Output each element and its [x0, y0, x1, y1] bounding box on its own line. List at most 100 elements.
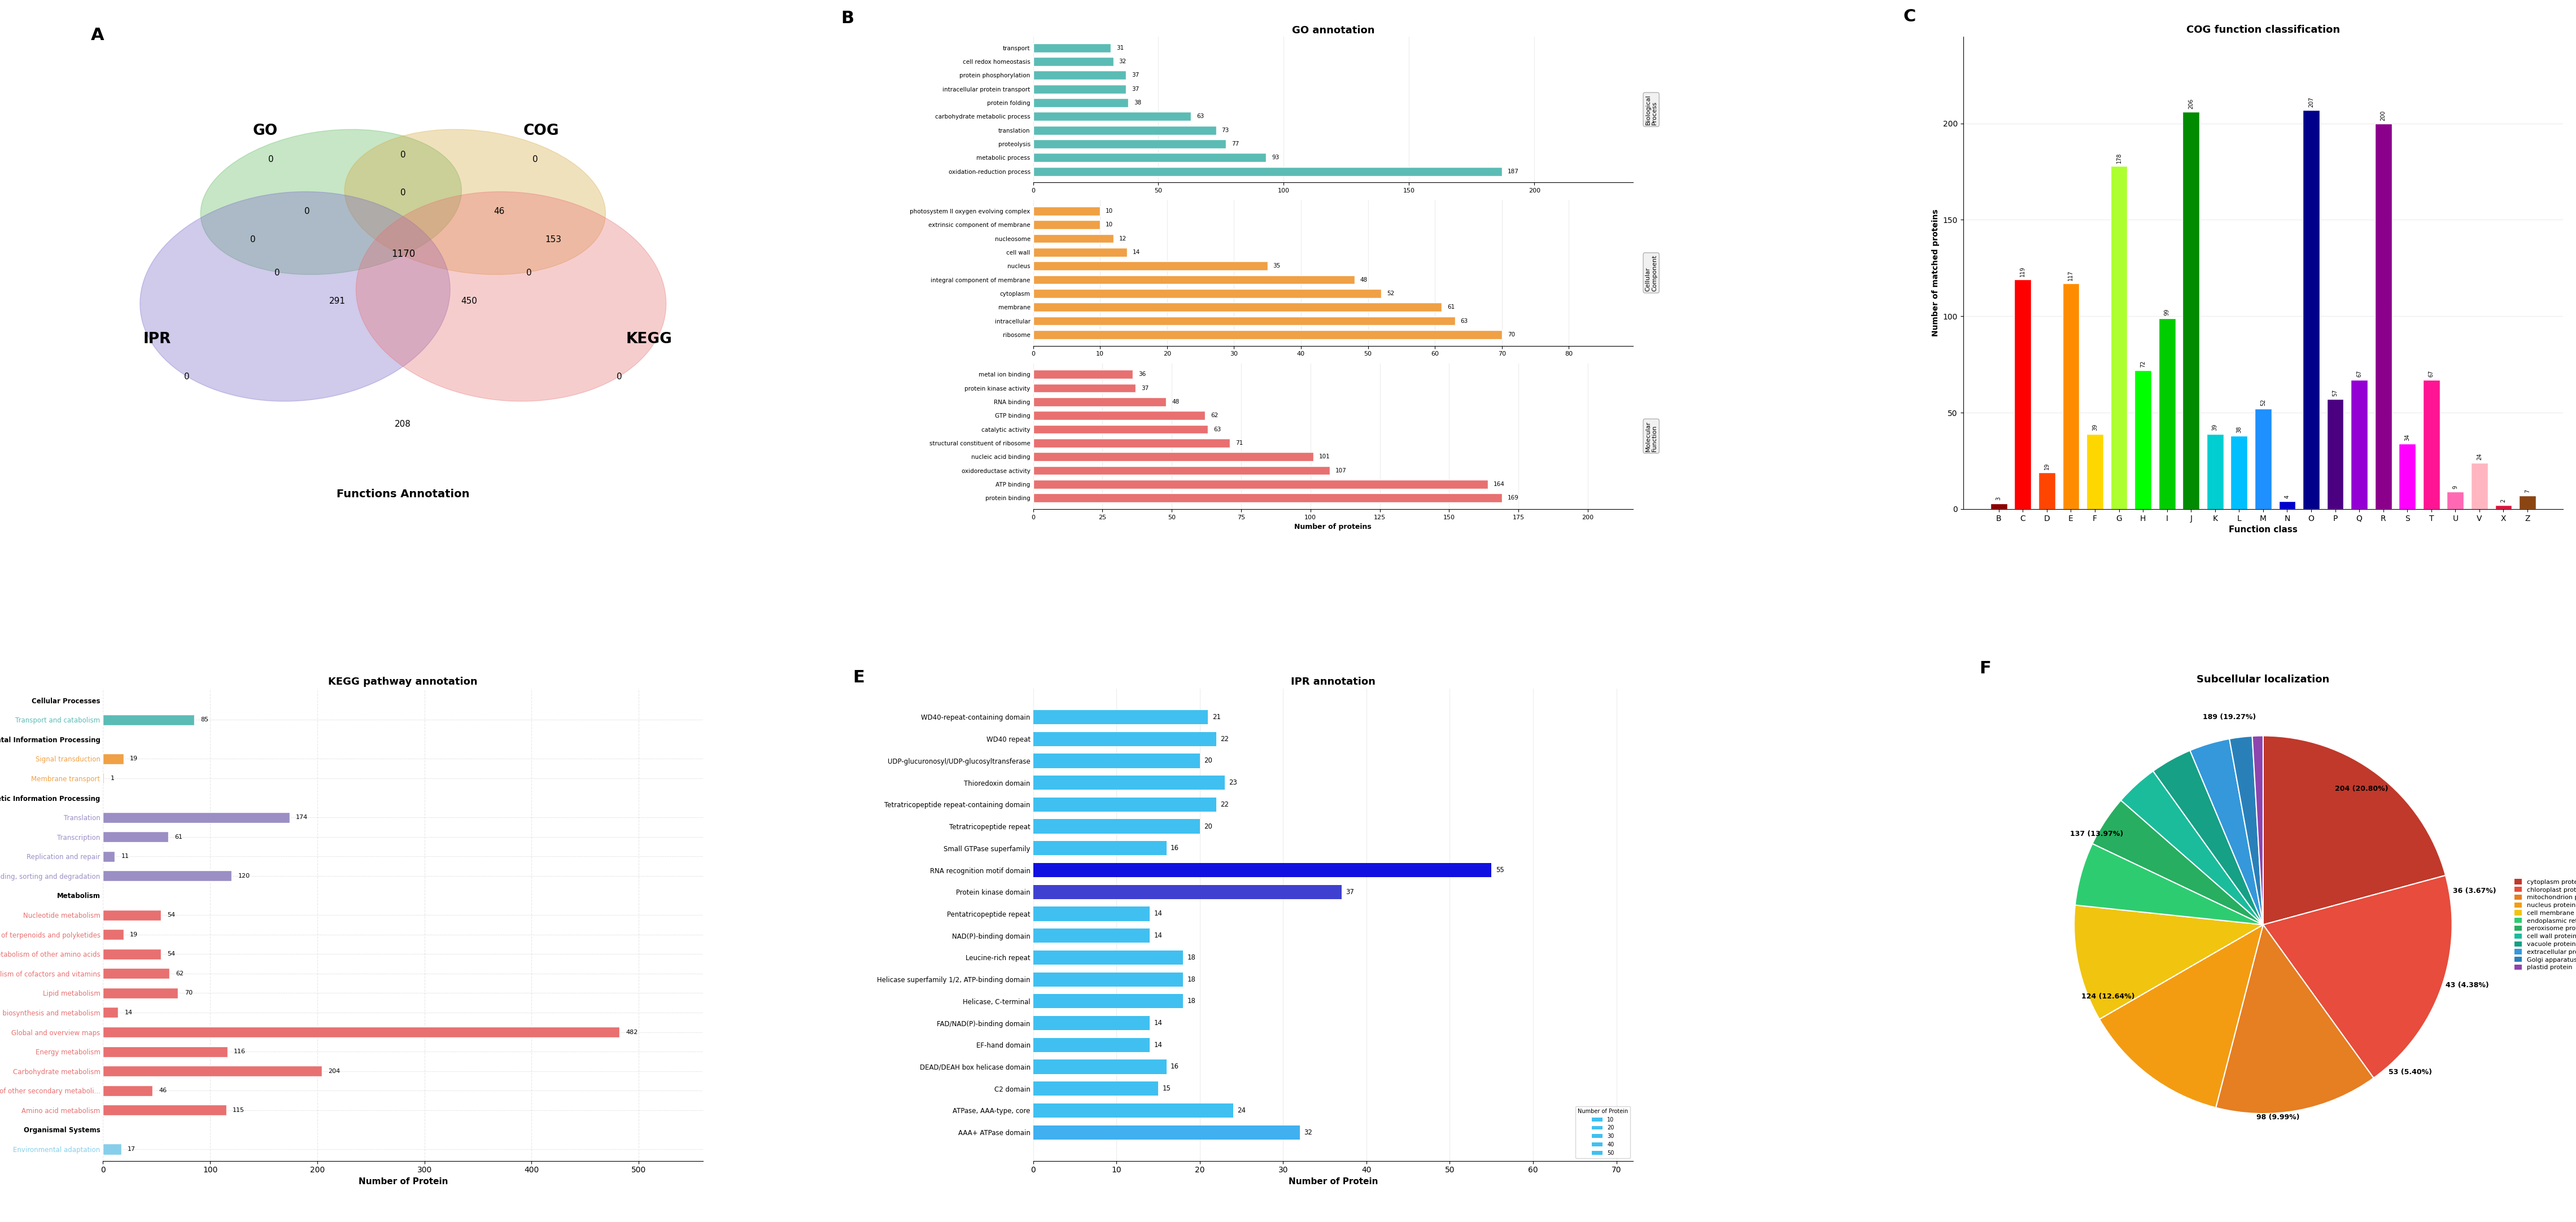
Text: 0: 0: [399, 188, 407, 197]
Text: 174: 174: [296, 815, 309, 820]
Title: COG function classification: COG function classification: [2187, 24, 2339, 35]
Text: 24: 24: [1236, 1107, 1247, 1114]
Text: 53 (5.40%): 53 (5.40%): [2388, 1068, 2432, 1075]
Bar: [1033, 929, 1149, 942]
Text: A: A: [90, 27, 106, 44]
Text: 0: 0: [185, 373, 191, 381]
Legend: cytoplasm protein  ( 20.80% ), chloroplast protein  ( 19.27% ), mitochondrion pr: cytoplasm protein ( 20.80% ), chloroplas…: [2512, 876, 2576, 973]
Text: 35: 35: [1273, 263, 1280, 269]
Bar: [1033, 370, 1133, 379]
Text: 101: 101: [1319, 453, 1329, 459]
Text: 450: 450: [461, 297, 477, 306]
Bar: [1033, 732, 1216, 747]
Y-axis label: Number of matched proteins: Number of matched proteins: [1932, 209, 1940, 336]
Bar: [1033, 220, 1100, 230]
Text: Molecular
Function: Molecular Function: [1646, 420, 1656, 451]
Bar: [2352, 380, 2367, 510]
Text: 34: 34: [2403, 434, 2411, 441]
Bar: [1033, 841, 1167, 855]
Text: 67: 67: [2357, 370, 2362, 376]
Bar: [2303, 110, 2318, 510]
Bar: [1033, 885, 1342, 899]
Bar: [1033, 425, 1208, 434]
Text: 77: 77: [1231, 141, 1239, 147]
Text: 46: 46: [495, 208, 505, 215]
Text: 11: 11: [121, 854, 129, 859]
Text: 1170: 1170: [392, 249, 415, 259]
Bar: [103, 715, 193, 725]
X-axis label: Number of Protein: Number of Protein: [1288, 1178, 1378, 1185]
Text: 0: 0: [268, 155, 273, 164]
Bar: [2208, 434, 2223, 510]
Text: 291: 291: [330, 297, 345, 306]
Bar: [2496, 505, 2512, 510]
Text: 0: 0: [616, 373, 621, 381]
Bar: [2470, 463, 2488, 510]
Wedge shape: [2190, 739, 2264, 925]
Bar: [1033, 126, 1216, 134]
Bar: [1033, 303, 1443, 312]
Text: 48: 48: [1172, 398, 1180, 404]
Wedge shape: [2092, 800, 2264, 925]
Bar: [1033, 439, 1229, 447]
Text: 37: 37: [1131, 86, 1139, 92]
Bar: [103, 987, 178, 998]
Text: 62: 62: [175, 970, 183, 976]
Wedge shape: [2076, 843, 2264, 925]
Text: 14: 14: [1133, 249, 1141, 255]
Bar: [1033, 754, 1200, 767]
Text: 71: 71: [1236, 440, 1244, 446]
Bar: [1033, 384, 1136, 392]
Bar: [1033, 397, 1167, 406]
Bar: [1033, 275, 1355, 285]
X-axis label: Number of proteins: Number of proteins: [1296, 523, 1370, 530]
Text: 14: 14: [1154, 910, 1162, 918]
Bar: [1033, 480, 1489, 489]
Text: 14: 14: [1154, 1019, 1162, 1026]
Text: 32: 32: [1303, 1129, 1311, 1136]
Bar: [103, 968, 170, 979]
Bar: [103, 851, 116, 862]
Bar: [103, 1026, 618, 1037]
Bar: [2280, 501, 2295, 510]
Bar: [2136, 370, 2151, 510]
Bar: [1033, 995, 1182, 1008]
Text: 20: 20: [1203, 758, 1213, 765]
Bar: [2326, 400, 2344, 510]
Text: 43 (4.38%): 43 (4.38%): [2445, 981, 2488, 989]
Text: 54: 54: [167, 951, 175, 957]
Text: 37: 37: [1131, 72, 1139, 78]
Text: 2: 2: [2501, 499, 2506, 502]
Text: 23: 23: [1229, 778, 1236, 786]
Bar: [103, 754, 124, 764]
Text: 189 (19.27%): 189 (19.27%): [2202, 714, 2257, 721]
Text: 52: 52: [1386, 291, 1394, 296]
Text: 0: 0: [399, 150, 407, 159]
Text: 4: 4: [2285, 495, 2290, 499]
Text: 208: 208: [394, 420, 412, 428]
Text: 117: 117: [2069, 270, 2074, 281]
Text: 22: 22: [1221, 736, 1229, 743]
Text: 55: 55: [1497, 866, 1504, 874]
Bar: [1033, 951, 1182, 964]
Bar: [2519, 496, 2535, 510]
Title: GO annotation: GO annotation: [1291, 26, 1376, 35]
Bar: [1033, 57, 1113, 66]
Text: 10: 10: [1105, 222, 1113, 227]
Bar: [1033, 84, 1126, 93]
Text: 15: 15: [1162, 1085, 1170, 1092]
Text: 115: 115: [232, 1107, 245, 1113]
Wedge shape: [2251, 736, 2264, 925]
Bar: [1033, 316, 1455, 325]
Text: 482: 482: [626, 1029, 639, 1035]
Bar: [2375, 123, 2391, 510]
Text: 206: 206: [2187, 99, 2195, 109]
Text: Functions Annotation: Functions Annotation: [337, 489, 469, 500]
Text: 98 (9.99%): 98 (9.99%): [2257, 1113, 2300, 1121]
Text: 62: 62: [1211, 413, 1218, 418]
Text: 124 (12.64%): 124 (12.64%): [2081, 992, 2136, 1000]
Bar: [1033, 819, 1200, 833]
Text: 73: 73: [1221, 127, 1229, 133]
Ellipse shape: [139, 192, 451, 401]
Text: 19: 19: [129, 931, 137, 937]
